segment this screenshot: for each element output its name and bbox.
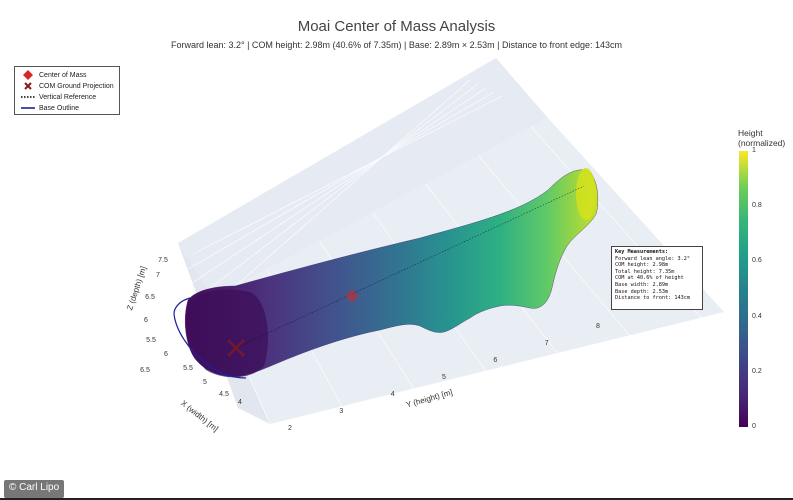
legend-item-vertical-reference[interactable]: Vertical Reference <box>21 92 96 102</box>
diamond-icon <box>21 70 35 80</box>
measurement-line: COM height: 2.98m <box>615 262 669 269</box>
y-tick-label: 3 <box>339 408 343 415</box>
base-outline <box>173 297 247 379</box>
x-axis-title: X (width) [m] <box>179 399 220 434</box>
legend-label: COM Ground Projection <box>39 82 114 90</box>
colorbar-tick-label: 0.8 <box>752 202 762 210</box>
x-tick-label: 6.5 <box>140 367 150 374</box>
y-axis-title: Y (height) [m] <box>405 388 454 410</box>
colorbar-tick-label: 0.4 <box>752 312 762 320</box>
chart-title: Moai Center of Mass Analysis <box>297 18 496 35</box>
line-icon <box>21 103 35 113</box>
legend-item-center-of-mass[interactable]: Center of Mass <box>21 70 86 80</box>
measurement-line: Base width: 2.89m <box>615 281 669 288</box>
grid-line <box>192 95 503 255</box>
z-tick-label: 7.5 <box>158 257 168 264</box>
key-measurements-box: Key Measurements: Forward lean angle: 3.… <box>611 246 703 310</box>
colorbar-title-line: (normalized) <box>738 138 786 148</box>
center-of-mass-marker <box>345 289 359 303</box>
grid-line <box>187 91 495 270</box>
dotted-line-icon <box>21 92 35 102</box>
x-tick-label: 5.5 <box>183 365 193 372</box>
bottom-divider <box>0 498 793 500</box>
x-tick-label: 5 <box>203 379 207 386</box>
z-tick-label: 5.5 <box>146 337 156 344</box>
colorbar-title: Height (normalized) <box>738 128 785 148</box>
colorbar-tick-label: 0 <box>752 423 756 430</box>
x-tick-label: 4.5 <box>219 391 229 398</box>
y-tick-label: 8 <box>596 323 600 330</box>
chart-subtitle: Forward lean: 3.2° | COM height: 2.98m (… <box>170 40 623 50</box>
x-tick-label: 6 <box>164 351 168 358</box>
x-marker-icon <box>21 81 35 91</box>
legend: Center of Mass COM Ground Projection Ver… <box>14 66 120 115</box>
y-tick-label: 4 <box>391 391 395 398</box>
legend-label: Base Outline <box>39 104 80 112</box>
legend-item-base-outline[interactable]: Base Outline <box>21 103 79 113</box>
axis-ticks: 2 3 4 5 6 7 8 4 4.5 5 5.5 6 6.5 5.5 6 6.5 7 7.5 <box>140 257 600 432</box>
grid-line <box>175 83 479 315</box>
moai-left-end <box>187 289 268 378</box>
y-tick-label: 5 <box>442 374 446 381</box>
y-tick-label: 6 <box>493 357 497 364</box>
vertical-reference-line <box>237 185 585 348</box>
com-ground-projection-marker <box>227 339 245 357</box>
photo-credit: © Carl Lipo <box>4 480 65 498</box>
y-tick-label: 2 <box>288 425 292 432</box>
colorbar-tick-label: 1 <box>752 147 756 154</box>
y-tick-label: 7 <box>545 340 549 347</box>
legend-label: Vertical Reference <box>39 93 97 101</box>
moai-top-face <box>576 168 596 220</box>
measurement-line: Distance to front: 143cm <box>615 295 690 302</box>
grid-line <box>179 87 487 292</box>
legend-item-com-ground-projection[interactable]: COM Ground Projection <box>21 81 114 91</box>
x-tick-label: 4 <box>238 399 242 406</box>
z-tick-label: 6.5 <box>145 294 155 301</box>
colorbar-tick-label: 0.6 <box>752 257 762 265</box>
colorbar-title-line: Height <box>738 128 763 138</box>
measurement-line: Total height: 7.35m <box>615 268 675 275</box>
colorbar-tick-label: 0.2 <box>752 367 762 375</box>
measurement-line: Key Measurements: <box>615 249 669 255</box>
colorbar <box>739 151 748 427</box>
z-axis-title: Z (depth) [m] <box>125 265 148 311</box>
measurement-line: Forward lean angle: 3.2° <box>615 255 690 262</box>
back-wall <box>178 58 548 298</box>
moai-body <box>184 169 599 377</box>
legend-label: Center of Mass <box>39 71 87 79</box>
z-tick-label: 7 <box>156 272 160 279</box>
measurement-line: COM at 40.6% of height <box>615 275 684 282</box>
measurement-line: Base depth: 2.53m <box>615 288 669 295</box>
z-tick-label: 6 <box>144 317 148 324</box>
